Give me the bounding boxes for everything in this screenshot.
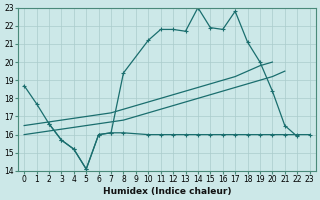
X-axis label: Humidex (Indice chaleur): Humidex (Indice chaleur) xyxy=(103,187,231,196)
